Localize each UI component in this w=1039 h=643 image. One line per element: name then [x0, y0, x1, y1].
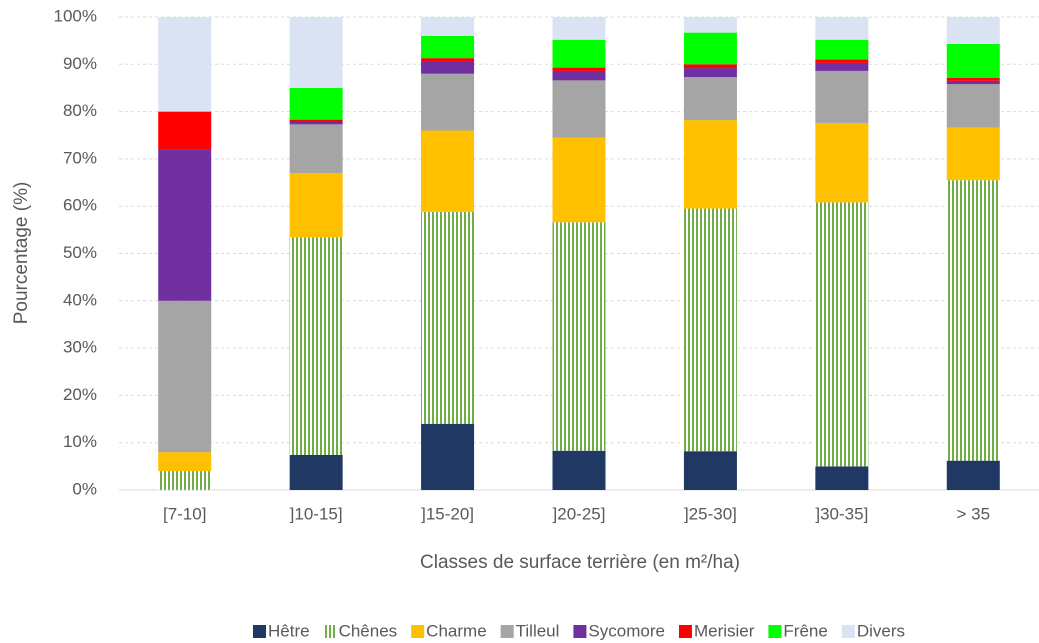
bar-segment — [946, 127, 1000, 181]
y-tick-label: 90% — [63, 54, 97, 73]
bar-segment — [421, 130, 475, 212]
legend-swatch — [323, 625, 337, 638]
bar-segment — [815, 122, 869, 203]
bar-segment — [815, 466, 869, 490]
y-tick-label: 30% — [63, 338, 97, 357]
legend-swatch — [768, 625, 782, 638]
x-axis-title: Classes de surface terrière (en m²/ha) — [420, 552, 740, 573]
bar-segment — [552, 70, 606, 81]
bar-segment — [289, 454, 343, 490]
bar-segment — [158, 452, 212, 472]
bar-segment — [815, 202, 869, 467]
bar-segment — [683, 68, 737, 78]
bar-segment — [158, 17, 212, 112]
y-tick-label: 50% — [63, 243, 97, 262]
x-tick-label: ]10-15] — [290, 504, 343, 523]
bar-segment — [289, 87, 343, 120]
bar-segment — [158, 471, 212, 490]
bar-segment — [946, 180, 1000, 461]
bar-segment — [421, 61, 475, 74]
y-tick-label: 80% — [63, 101, 97, 120]
bar-segment — [289, 237, 343, 455]
y-tick-label: 40% — [63, 290, 97, 309]
bar-segment — [552, 80, 606, 138]
x-tick-label: [7-10] — [163, 504, 206, 523]
legend-swatch — [252, 625, 266, 638]
bar-segment — [552, 137, 606, 223]
y-tick-label: 20% — [63, 385, 97, 404]
legend-label: Merisier — [694, 621, 755, 640]
bar-segment — [683, 120, 737, 209]
legend-swatch — [500, 625, 514, 638]
legend: Hêtre Chênes Charme Tilleul Sycomore Merisier… — [252, 621, 905, 640]
bar-segment — [552, 222, 606, 451]
y-tick-label: 10% — [63, 432, 97, 451]
bar-segment — [683, 32, 737, 65]
bar-segment — [683, 451, 737, 490]
bar-segment — [946, 460, 1000, 490]
bar-segment — [552, 67, 606, 71]
bar-segment — [815, 17, 869, 40]
y-axis-title: Pourcentage (%) — [11, 182, 32, 325]
legend-label: Tilleul — [516, 621, 560, 640]
bar-segment — [683, 77, 737, 121]
y-tick-label: 70% — [63, 148, 97, 167]
bar-segment — [421, 211, 475, 424]
bar-segment — [946, 84, 1000, 128]
bar-segment — [946, 78, 1000, 81]
legend-label: Charme — [426, 621, 486, 640]
bar-segment — [815, 70, 869, 123]
bar-segment — [946, 43, 1000, 79]
x-tick-label: ]30-35] — [815, 504, 868, 523]
legend-swatch — [678, 625, 692, 638]
bar-segment — [552, 39, 606, 68]
bar-segment — [158, 300, 212, 453]
bar-segment — [158, 149, 212, 301]
bar-segment — [815, 59, 869, 63]
bar-segment — [552, 450, 606, 490]
legend-swatch — [841, 625, 855, 638]
bar-segment — [946, 17, 1000, 44]
y-tick-label: 60% — [63, 196, 97, 215]
bar-segment — [421, 17, 475, 36]
bar-segment — [289, 173, 343, 238]
bar-segment — [421, 73, 475, 131]
bar-segment — [552, 17, 606, 40]
bar-segment — [289, 122, 343, 125]
bar-segment — [815, 62, 869, 71]
legend-label: Divers — [857, 621, 905, 640]
x-tick-label: > 35 — [957, 504, 991, 523]
bar-segment — [421, 58, 475, 62]
legend-label: Sycomore — [588, 621, 665, 640]
x-tick-label: ]25-30] — [684, 504, 737, 523]
bar-segment — [158, 111, 212, 150]
legend-swatch — [573, 625, 587, 638]
legend-label: Chênes — [339, 621, 398, 640]
bar-segment — [289, 119, 343, 123]
legend-label: Frêne — [783, 621, 827, 640]
x-tick-label: ]20-25] — [553, 504, 606, 523]
legend-swatch — [411, 625, 425, 638]
bar-segment — [946, 80, 1000, 85]
bar-segment — [683, 208, 737, 452]
bar-segment — [815, 39, 869, 60]
y-tick-label: 0% — [72, 479, 97, 498]
bar-segment — [289, 124, 343, 174]
y-tick-label: 100% — [54, 6, 97, 25]
bar-segment — [683, 64, 737, 69]
bar-segment — [683, 17, 737, 33]
bar-segment — [421, 35, 475, 59]
bar-segment — [421, 423, 475, 490]
legend-label: Hêtre — [268, 621, 310, 640]
x-tick-label: ]15-20] — [421, 504, 474, 523]
bar-segment — [289, 17, 343, 88]
